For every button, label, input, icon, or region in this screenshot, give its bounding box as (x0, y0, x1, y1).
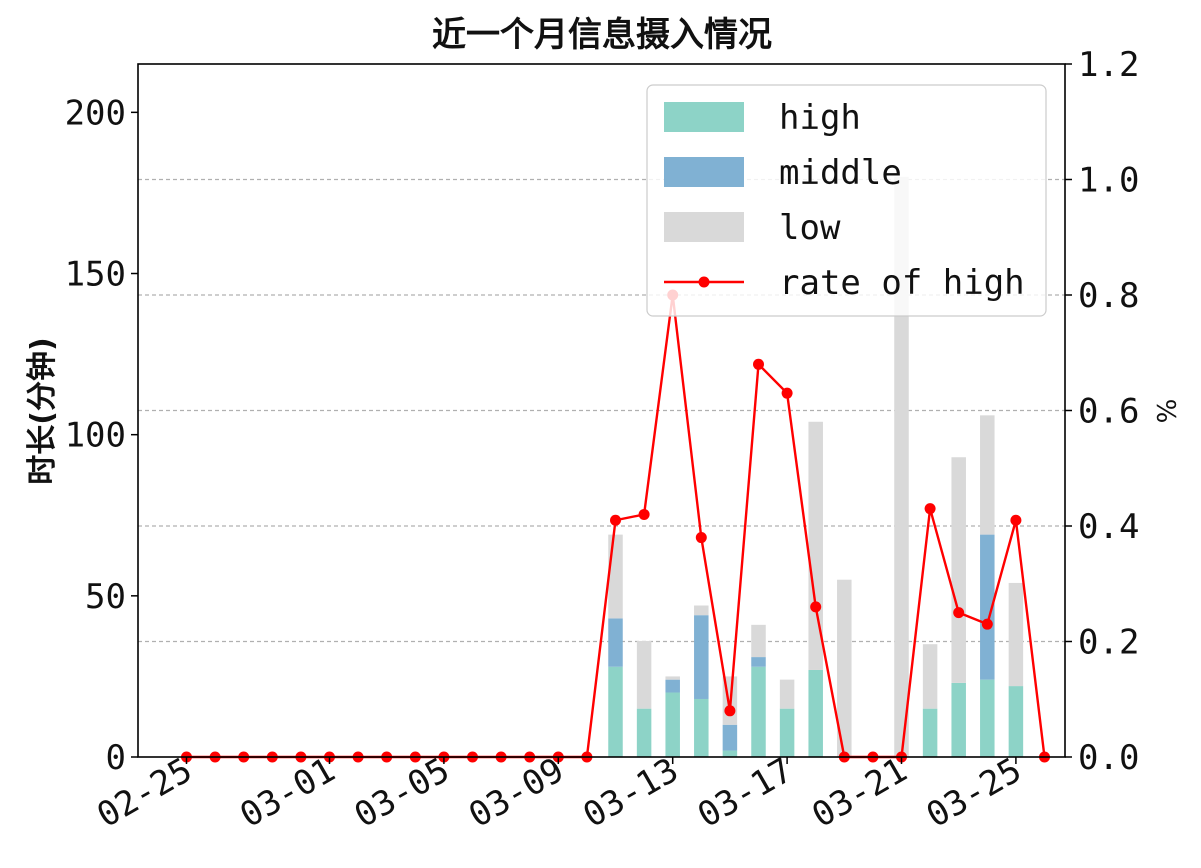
y2-tick-label: 0.6 (1078, 392, 1139, 432)
rate-point (638, 508, 650, 520)
bar-high (694, 698, 709, 757)
y-tick-label: 50 (85, 577, 126, 617)
x-tick-label: 03-13 (577, 750, 686, 836)
rate-point (810, 601, 822, 613)
legend-marker (698, 276, 710, 288)
y2-tick-label: 0.2 (1078, 623, 1139, 663)
bar-low (608, 534, 623, 619)
legend-label: low (779, 208, 841, 248)
bar-middle (694, 615, 709, 699)
legend-label: high (779, 98, 861, 138)
bar-low (894, 176, 909, 757)
bar-low (980, 415, 995, 535)
bar-high (808, 669, 823, 757)
x-tick-label: 03-01 (233, 750, 342, 836)
y2-tick-label: 0.4 (1078, 507, 1139, 547)
bar-high (922, 708, 938, 757)
rate-point (610, 514, 621, 526)
bar-low (837, 579, 852, 757)
rate-point (724, 705, 736, 717)
bar-low (636, 640, 652, 709)
bar-high (665, 692, 680, 757)
legend-swatch (664, 102, 744, 132)
y-tick-label: 150 (65, 255, 126, 295)
y2-axis-label: % (1153, 399, 1183, 424)
rate-point (695, 532, 707, 544)
y2-tick-label: 1.2 (1078, 45, 1139, 85)
rate-point (924, 503, 936, 515)
y-tick-label: 0 (106, 738, 126, 778)
x-tick-label: 03-17 (691, 750, 800, 836)
rate-point (753, 358, 764, 370)
bar-low (922, 644, 938, 709)
bar-high (951, 682, 966, 757)
bar-middle (608, 618, 623, 667)
bar-high (980, 679, 995, 757)
legend-swatch (664, 212, 744, 242)
bar-high (751, 666, 766, 757)
legend-label: middle (779, 153, 902, 193)
y2-tick-label: 1.0 (1078, 161, 1139, 201)
rate-point (953, 607, 965, 619)
chart-title: 近一个月信息摄入情况 (432, 15, 772, 55)
y-axis-label: 时长(分钟) (25, 337, 60, 484)
bar-middle (722, 724, 738, 751)
x-tick-label: 03-21 (805, 750, 914, 836)
bar-high (608, 666, 623, 757)
bar-low (1008, 582, 1024, 687)
bar-middle (980, 534, 995, 680)
y2-tick-label: 0.8 (1078, 276, 1139, 316)
x-tick-label: 03-05 (348, 750, 457, 836)
bar-middle (665, 679, 680, 693)
bar-high (1008, 686, 1024, 757)
y-tick-label: 100 (65, 416, 126, 456)
y-tick-label: 200 (65, 93, 126, 133)
bar-high (636, 708, 652, 757)
legend: high middle low rate of high (646, 84, 1047, 317)
y2-tick-label: 0.0 (1078, 738, 1139, 778)
bar-low (694, 605, 709, 616)
legend-box (646, 84, 1047, 317)
bar-low (779, 679, 795, 709)
legend-swatch (664, 157, 744, 187)
bar-middle (751, 657, 766, 667)
legend-label: rate of high (779, 263, 1025, 303)
bar-high (779, 708, 795, 757)
rate-point (1010, 514, 1022, 526)
bar-low (951, 457, 966, 683)
bar-low (665, 676, 680, 680)
bar-low (751, 624, 766, 658)
x-tick-label: 03-09 (462, 750, 571, 836)
rate-point (981, 618, 993, 630)
x-tick-label: 03-25 (920, 750, 1029, 836)
rate-point (781, 387, 793, 399)
bar-high (722, 750, 738, 757)
